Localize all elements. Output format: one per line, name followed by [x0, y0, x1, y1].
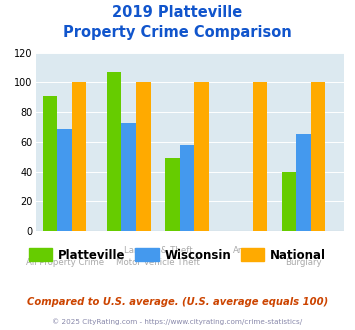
- Bar: [58, 128, 72, 231]
- Text: Compared to U.S. average. (U.S. average equals 100): Compared to U.S. average. (U.S. average …: [27, 297, 328, 307]
- Text: © 2025 CityRating.com - https://www.cityrating.com/crime-statistics/: © 2025 CityRating.com - https://www.city…: [53, 318, 302, 325]
- Legend: Platteville, Wisconsin, National: Platteville, Wisconsin, National: [24, 244, 331, 266]
- Bar: [311, 82, 326, 231]
- Bar: [282, 172, 296, 231]
- Bar: [296, 134, 311, 231]
- Bar: [194, 82, 209, 231]
- Bar: [165, 158, 180, 231]
- Text: 2019 Platteville: 2019 Platteville: [113, 5, 242, 20]
- Bar: [121, 122, 136, 231]
- Bar: [180, 145, 194, 231]
- Text: All Property Crime: All Property Crime: [26, 258, 104, 267]
- Bar: [43, 96, 58, 231]
- Bar: [136, 82, 151, 231]
- Bar: [107, 72, 121, 231]
- Text: Larceny & Theft: Larceny & Theft: [124, 246, 192, 255]
- Text: Arson: Arson: [233, 246, 258, 255]
- Text: Property Crime Comparison: Property Crime Comparison: [63, 25, 292, 40]
- Bar: [72, 82, 87, 231]
- Text: Motor Vehicle Theft: Motor Vehicle Theft: [116, 258, 200, 267]
- Bar: [252, 82, 267, 231]
- Text: Burglary: Burglary: [285, 258, 322, 267]
